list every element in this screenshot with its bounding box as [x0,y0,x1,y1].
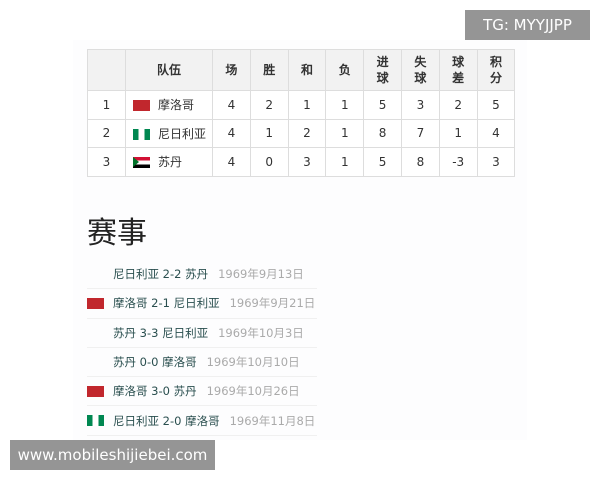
standings-table: 队伍 场 胜 和 负 进球 失球 球差 积分 1 摩洛哥 4 2 1 1 5 3 2 5 2 尼日利亚… [87,49,516,177]
team-cell: 苏丹 [125,147,213,177]
nigeria-flag-icon [87,415,104,427]
sudan-flag-icon [133,157,150,169]
stat-gd: -3 [438,147,478,177]
url-watermark: www.mobileshijiebei.com [10,440,215,470]
stat-p: 4 [212,90,251,120]
match-date: 1969年10月26日 [206,384,300,399]
stat-gf: 5 [363,147,402,177]
stat-pts: 5 [476,90,516,120]
morocco-flag-icon [87,297,104,309]
stat-l: 1 [325,147,365,177]
match-item: 摩洛哥 2-1 尼日利亚 1969年9月21日 [87,289,317,319]
stat-d: 1 [287,90,327,120]
stat-ga: 7 [400,118,440,149]
col-rank [87,49,126,91]
match-result-link[interactable]: 苏丹 0-0 摩洛哥 [113,355,197,370]
stat-gf: 5 [363,90,402,120]
table-row: 1 摩洛哥 4 2 1 1 5 3 2 5 [87,90,516,120]
col-drawn: 和 [287,49,327,91]
rank-cell: 2 [87,118,126,149]
stat-gd: 2 [438,90,478,120]
match-date: 1969年9月21日 [229,296,316,311]
stat-ga: 3 [400,90,440,120]
stat-l: 1 [325,118,365,149]
team-cell: 尼日利亚 [125,118,213,149]
team-name[interactable]: 尼日利亚 [158,126,207,141]
col-team: 队伍 [125,49,213,91]
nigeria-flag-icon [133,128,150,140]
match-date: 1969年9月13日 [218,267,304,282]
stat-gf: 8 [363,118,402,149]
stat-l: 1 [325,90,365,120]
stat-p: 4 [212,147,251,177]
match-item: 尼日利亚 2-0 摩洛哥 1969年11月8日 [87,406,317,436]
col-goal-diff: 球差 [438,49,478,91]
matches-title: 赛事 [87,216,147,251]
match-date: 1969年10月3日 [218,325,304,340]
rank-cell: 3 [87,147,126,177]
match-item: 摩洛哥 3-0 苏丹 1969年10月26日 [87,377,317,407]
tg-watermark: TG: MYYJJPP [465,10,590,40]
match-result-link[interactable]: 摩洛哥 2-1 尼日利亚 [113,296,220,311]
match-result-link[interactable]: 摩洛哥 3-0 苏丹 [113,384,197,399]
team-cell: 摩洛哥 [125,90,213,120]
col-goals-against: 失球 [400,49,440,91]
stat-p: 4 [212,118,251,149]
col-points: 积分 [476,49,516,91]
match-date: 1969年11月8日 [229,413,316,428]
col-goals-for: 进球 [363,49,402,91]
stat-d: 2 [287,118,327,149]
match-item: 苏丹 0-0 摩洛哥 1969年10月10日 [87,348,317,378]
table-row: 3 苏丹 4 0 3 1 5 8 -3 3 [87,147,516,177]
match-result-link[interactable]: 尼日利亚 2-0 摩洛哥 [113,413,220,428]
match-item: 苏丹 3-3 尼日利亚 1969年10月3日 [87,319,317,348]
stat-pts: 4 [476,118,516,149]
stat-w: 2 [249,90,289,120]
table-row: 2 尼日利亚 4 1 2 1 8 7 1 4 [87,118,516,149]
match-date: 1969年10月10日 [206,355,300,370]
stat-ga: 8 [400,147,440,177]
stat-gd: 1 [438,118,478,149]
stat-pts: 3 [476,147,516,177]
stat-w: 1 [249,118,289,149]
match-result-link[interactable]: 尼日利亚 2-2 苏丹 [113,267,209,282]
match-list: 尼日利亚 2-2 苏丹 1969年9月13日摩洛哥 2-1 尼日利亚 1969年9月… [87,260,317,436]
match-item: 尼日利亚 2-2 苏丹 1969年9月13日 [87,260,317,290]
match-result-link[interactable]: 苏丹 3-3 尼日利亚 [113,325,209,340]
stat-w: 0 [249,147,289,177]
col-won: 胜 [249,49,289,91]
morocco-flag-icon [87,385,104,397]
col-played: 场 [212,49,251,91]
table-header-row: 队伍 场 胜 和 负 进球 失球 球差 积分 [87,49,516,91]
team-name[interactable]: 摩洛哥 [158,98,195,113]
col-lost: 负 [325,49,365,91]
rank-cell: 1 [87,90,126,120]
stat-d: 3 [287,147,327,177]
team-name[interactable]: 苏丹 [158,155,183,170]
morocco-flag-icon [133,100,150,112]
